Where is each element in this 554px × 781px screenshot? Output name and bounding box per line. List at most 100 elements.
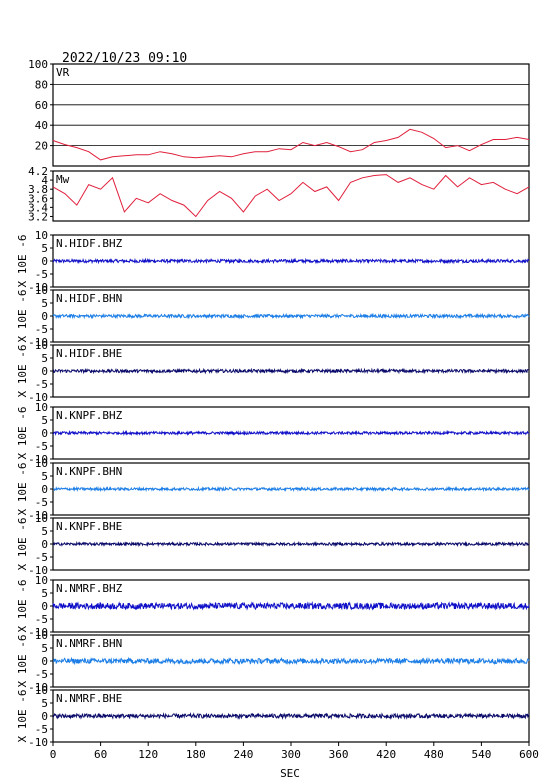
y-tick-label: 0 — [41, 310, 48, 323]
y-tick-label: 0 — [41, 538, 48, 551]
y-tick-label: 0 — [41, 600, 48, 613]
series-line — [52, 312, 530, 320]
panel-label: N.NMRF.BHN — [56, 637, 122, 650]
y-tick-label: -10 — [28, 736, 48, 749]
panel-label: N.HIDF.BHE — [56, 347, 122, 360]
panel-frame — [52, 170, 530, 222]
y-tick-label: 40 — [35, 119, 48, 132]
x-tick-label: 600 — [519, 748, 539, 761]
panel-mw: 3.23.43.63.844.2 Mw — [28, 165, 530, 223]
x-tick-label: 180 — [186, 748, 206, 761]
y-tick-label: 3.4 — [28, 201, 48, 214]
series-line — [52, 429, 530, 437]
series-line — [52, 540, 530, 548]
panel-label: N.KNPF.BHN — [56, 465, 122, 478]
x-tick-label: 240 — [233, 748, 253, 761]
y-tick-label: -10 — [28, 509, 48, 522]
panel-label: N.KNPF.BHE — [56, 520, 122, 533]
y-tick-label: 5 — [41, 587, 48, 600]
y-axis-label: X 10E -6 — [16, 463, 29, 516]
series-line — [52, 600, 530, 611]
x-tick-label: 360 — [329, 748, 349, 761]
series-line — [52, 485, 530, 493]
y-tick-label: 4.2 — [28, 165, 48, 178]
panel-label: N.NMRF.BHE — [56, 692, 122, 705]
panel-label: N.NMRF.BHZ — [56, 582, 123, 595]
panel-label: N.HIDF.BHZ — [56, 237, 123, 250]
y-tick-label: 4 — [41, 174, 48, 187]
y-axis-label: X 10E -6 — [16, 407, 29, 460]
y-tick-label: -5 — [35, 613, 48, 626]
y-tick-label: 80 — [35, 78, 48, 91]
x-axis: 0 60 120 180 240 300 360 420 480 540 600 — [50, 742, 539, 761]
x-tick-label: 480 — [424, 748, 444, 761]
y-tick-label: -10 — [28, 681, 48, 694]
y-tick-label: 5 — [41, 297, 48, 310]
y-tick-label: -5 — [35, 440, 48, 453]
y-axis-label: X 10E -6 — [16, 518, 29, 571]
y-tick-label: 0 — [41, 655, 48, 668]
y-tick-label: 10 — [35, 574, 48, 587]
x-tick-label: 300 — [281, 748, 301, 761]
y-tick-label: -5 — [35, 668, 48, 681]
y-tick-label: 10 — [35, 512, 48, 525]
panel-label: N.HIDF.BHN — [56, 292, 122, 305]
y-tick-label: 10 — [35, 284, 48, 297]
y-tick-label: -10 — [28, 281, 48, 294]
y-tick-label: 10 — [35, 629, 48, 642]
panel-vr: 20 40 60 80 100 VR — [28, 58, 530, 167]
y-tick-label: -5 — [35, 723, 48, 736]
y-tick-label: 20 — [35, 140, 48, 153]
y-tick-label: 10 — [35, 457, 48, 470]
x-axis-label: SEC — [280, 767, 300, 780]
series-line — [52, 656, 530, 666]
x-tick-label: 0 — [50, 748, 57, 761]
y-tick-label: 10 — [35, 339, 48, 352]
y-tick-label: -5 — [35, 268, 48, 281]
y-tick-label: 5 — [41, 642, 48, 655]
series-line — [52, 257, 530, 265]
y-tick-label: 60 — [35, 99, 48, 112]
y-tick-label: 0 — [41, 255, 48, 268]
timestamp-title: 2022/10/23 09:10 — [62, 51, 187, 66]
x-tick-label: 420 — [376, 748, 396, 761]
x-tick-label: 60 — [94, 748, 107, 761]
y-tick-label: 0 — [41, 427, 48, 440]
panel-label: Mw — [56, 173, 70, 186]
x-tick-label: 120 — [138, 748, 158, 761]
y-tick-label: -10 — [28, 336, 48, 349]
y-axis-label: X 10E -6 — [16, 635, 29, 688]
y-tick-label: 5 — [41, 525, 48, 538]
y-tick-label: 5 — [41, 470, 48, 483]
y-tick-label: -5 — [35, 551, 48, 564]
y-tick-label: 100 — [28, 58, 48, 71]
panel-label: N.KNPF.BHZ — [56, 409, 123, 422]
y-tick-label: 5 — [41, 414, 48, 427]
y-tick-label: 5 — [41, 352, 48, 365]
series-line — [52, 712, 530, 720]
y-axis-label: X 10E -6 — [16, 690, 29, 743]
y-axis-label: X 10E -6 — [16, 580, 29, 633]
y-tick-label: -5 — [35, 496, 48, 509]
y-tick-label: -10 — [28, 453, 48, 466]
panels-group: 20406080100VR3.23.43.63.844.2Mw-10-50510… — [16, 58, 539, 761]
y-axis-label: X 10E -6 — [16, 235, 29, 288]
panel-label: VR — [56, 66, 70, 79]
y-tick-label: -10 — [28, 391, 48, 404]
y-tick-label: -10 — [28, 626, 48, 639]
series-line — [52, 367, 530, 375]
y-tick-label: -10 — [28, 564, 48, 577]
y-tick-label: 10 — [35, 684, 48, 697]
y-tick-label: 10 — [35, 229, 48, 242]
x-tick-label: 540 — [471, 748, 491, 761]
series-line — [52, 174, 530, 218]
y-axis-label: X 10E -6 — [16, 345, 29, 398]
